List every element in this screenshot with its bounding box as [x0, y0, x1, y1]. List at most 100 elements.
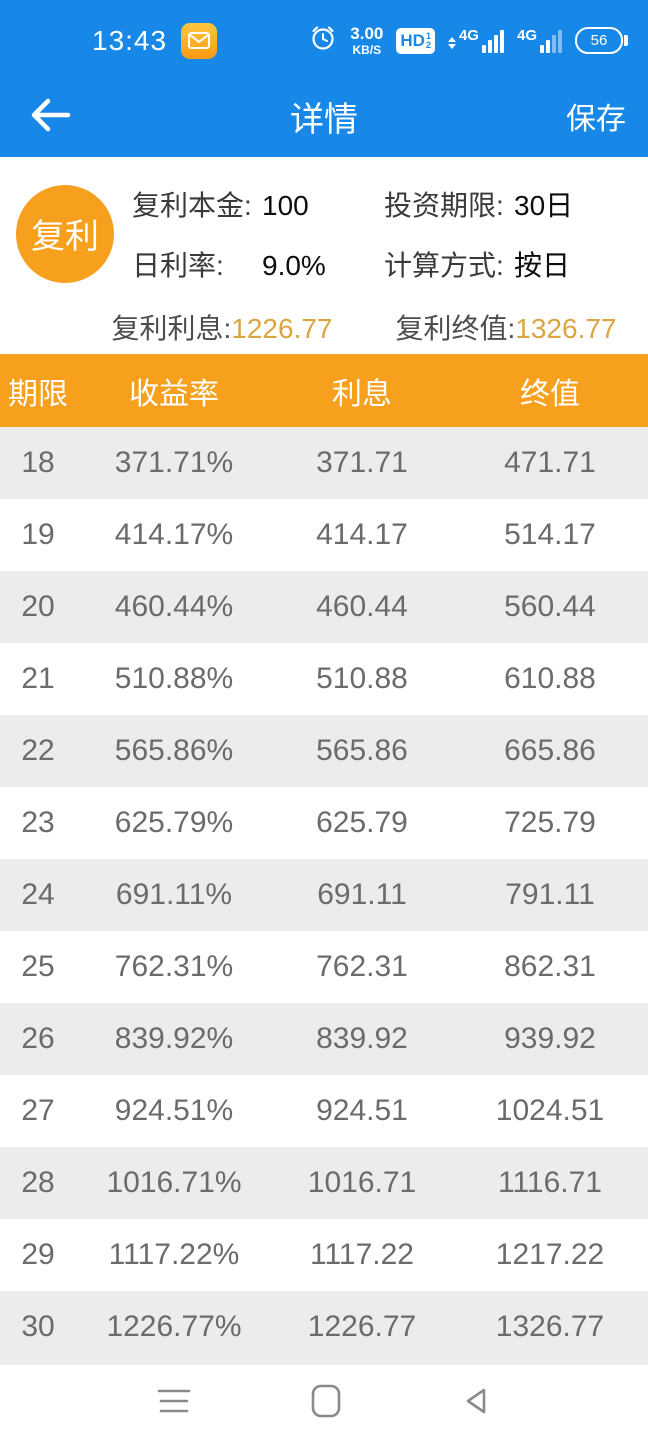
table-cell: 1016.71%	[106, 1166, 242, 1199]
back-nav-button[interactable]	[454, 1380, 498, 1425]
network-speed: 3.00 KB/S	[350, 24, 384, 57]
data-activity-icon	[447, 37, 456, 49]
hd-volte-icon: HD 1 2	[396, 27, 435, 54]
table-cell: 1217.22	[495, 1238, 605, 1271]
table-cell: 1117.22	[310, 1238, 414, 1271]
total-final-value: 复利终值: 1326.77	[395, 313, 617, 344]
table-cell: 839.92	[316, 1022, 408, 1055]
table-cell: 762.31	[316, 950, 408, 983]
signal-sim1-icon: 4G	[447, 28, 504, 53]
table-cell: 29	[21, 1238, 55, 1271]
table-cell: 24	[21, 878, 55, 911]
table-cell: 1016.71	[307, 1166, 417, 1199]
back-button[interactable]	[22, 91, 76, 142]
table-cell: 625.79	[316, 806, 408, 839]
table-cell: 665.86	[504, 734, 596, 767]
table-row: 27 924.51% 924.51 1024.51	[0, 1075, 648, 1147]
table-cell: 510.88%	[114, 662, 234, 695]
table-cell: 1326.77	[495, 1310, 605, 1343]
table-cell: 1024.51	[495, 1094, 605, 1127]
clock-time: 13:43	[92, 24, 168, 56]
table-cell: 471.71	[504, 446, 596, 479]
col-header-final: 终值	[520, 377, 580, 411]
table-row: 24 691.11% 691.11 791.11	[0, 859, 648, 931]
parameter-fields: 复利本金: 100 投资期限: 30日 日利率: 9.0% 计算方式: 按日	[132, 184, 632, 284]
menu-icon	[156, 1387, 192, 1418]
table-cell: 791.11	[505, 878, 595, 911]
table-cell: 25	[21, 950, 55, 983]
table-cell: 924.51	[316, 1094, 408, 1127]
alarm-icon	[309, 24, 337, 57]
table-cell: 460.44	[316, 590, 408, 623]
table-cell: 939.92	[504, 1022, 596, 1055]
col-header-yield: 收益率	[129, 377, 219, 411]
table-cell: 691.11	[317, 878, 407, 911]
table-row: 25 762.31% 762.31 862.31	[0, 931, 648, 1003]
table-cell: 460.44%	[114, 590, 234, 623]
home-square-icon	[310, 1383, 342, 1422]
table-row: 18 371.71% 371.71 471.71	[0, 427, 648, 499]
recents-button[interactable]	[150, 1381, 198, 1424]
table-cell: 924.51%	[114, 1094, 234, 1127]
table-cell: 23	[21, 806, 55, 839]
table-header: 期限 收益率 利息 终值	[0, 354, 648, 427]
table-cell: 565.86	[316, 734, 408, 767]
table-cell: 1117.22%	[108, 1238, 240, 1271]
table-cell: 18	[21, 446, 55, 479]
table-body: 18 371.71% 371.71 471.71 19 414.17% 414.17 514.…	[0, 427, 648, 1363]
table-cell: 20	[21, 590, 55, 623]
col-header-interest: 利息	[332, 377, 392, 411]
calc-method-field: 计算方式: 按日	[384, 249, 571, 281]
table-row: 26 839.92% 839.92 939.92	[0, 1003, 648, 1075]
home-button[interactable]	[304, 1377, 348, 1428]
signal-sim2-icon: 4G	[517, 28, 562, 53]
table-cell: 1226.77	[307, 1310, 417, 1343]
table-cell: 510.88	[316, 662, 408, 695]
table-cell: 839.92%	[114, 1022, 234, 1055]
table-row: 29 1117.22% 1117.22 1217.22	[0, 1219, 648, 1291]
back-triangle-icon	[460, 1386, 492, 1419]
table-cell: 560.44	[504, 590, 596, 623]
compound-badge: 复利	[16, 184, 114, 283]
table-row: 22 565.86% 565.86 665.86	[0, 715, 648, 787]
table-row: 30 1226.77% 1226.77 1326.77	[0, 1291, 648, 1363]
table-row: 23 625.79% 625.79 725.79	[0, 787, 648, 859]
table-row: 28 1016.71% 1016.71 1116.71	[0, 1147, 648, 1219]
message-notification-icon	[181, 22, 218, 59]
table-row: 21 510.88% 510.88 610.88	[0, 643, 648, 715]
table-cell: 725.79	[504, 806, 596, 839]
table-cell: 1226.77%	[106, 1310, 242, 1343]
totals-row: 复利利息: 1226.77 复利终值: 1326.77	[0, 300, 648, 354]
table-cell: 762.31%	[114, 950, 234, 983]
table-cell: 862.31	[504, 950, 596, 983]
battery-percent: 56	[575, 27, 623, 54]
table-row: 19 414.17% 414.17 514.17	[0, 499, 648, 571]
table-cell: 514.17	[504, 518, 596, 551]
table-cell: 19	[21, 518, 55, 551]
daily-rate-field: 日利率: 9.0%	[132, 249, 326, 281]
page-title: 详情	[290, 100, 358, 139]
col-header-term: 期限	[8, 377, 68, 411]
table-cell: 26	[21, 1022, 55, 1055]
table-cell: 610.88	[504, 662, 596, 695]
table-cell: 414.17%	[114, 518, 234, 551]
table-cell: 371.71	[316, 446, 408, 479]
table-cell: 565.86%	[114, 734, 234, 767]
term-field: 投资期限: 30日	[384, 189, 574, 221]
table-cell: 691.11%	[115, 878, 233, 911]
status-bar: 13:43 3.00 KB/S HD 1 2 4G	[0, 0, 648, 75]
battery-icon: 56	[575, 27, 628, 54]
table-cell: 371.71%	[114, 446, 234, 479]
table-cell: 30	[21, 1310, 55, 1343]
table-cell: 1116.71	[498, 1166, 602, 1199]
table-cell: 22	[21, 734, 55, 767]
principal-field: 复利本金: 100	[132, 189, 309, 221]
save-button[interactable]: 保存	[566, 94, 626, 138]
total-interest: 复利利息: 1226.77	[111, 313, 333, 344]
table-cell: 28	[21, 1166, 55, 1199]
back-arrow-icon	[26, 95, 72, 138]
table-cell: 27	[21, 1094, 55, 1127]
table-cell: 625.79%	[114, 806, 234, 839]
app-header: 详情 保存	[0, 75, 648, 157]
